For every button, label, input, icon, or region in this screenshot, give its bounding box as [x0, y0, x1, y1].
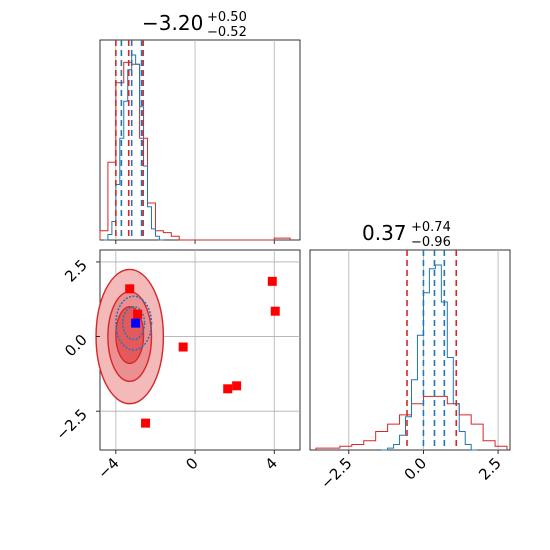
param1-title-median: −3.20 — [142, 11, 203, 35]
y-ticks: 2.5 0.0 −2.5 — [52, 256, 100, 444]
data-point-red — [267, 276, 277, 286]
histogram-panel-param2: −2.5 0.0 2.5 0.37 +0.74 −0.96 — [309, 220, 511, 493]
param2-title-plus: +0.74 — [411, 220, 451, 235]
x-tick-label: 2.5 — [475, 454, 505, 484]
y-tick-label: 0.0 — [61, 331, 91, 361]
quantile-lines — [406, 250, 458, 450]
y-tick-label: 2.5 — [61, 256, 91, 286]
x-tick-label: 4 — [262, 454, 281, 473]
param2-title-minus: −0.96 — [411, 235, 451, 250]
data-point-red — [125, 284, 135, 294]
truth-point-blue — [131, 318, 141, 328]
contour-blue — [122, 305, 146, 341]
x-tick-label: −2.5 — [317, 454, 355, 492]
histograms — [315, 264, 508, 451]
data-point-red — [223, 384, 233, 394]
param2-title-median: 0.37 — [362, 221, 407, 245]
histogram-panel-param1: −3.20 +0.50 −0.52 — [99, 10, 301, 244]
data-point-red — [141, 418, 151, 428]
x-tick-label: −4 — [94, 454, 122, 482]
x-ticks: −2.5 0.0 2.5 — [317, 450, 505, 493]
data-point-red — [133, 309, 143, 319]
x-ticks: −4 0 4 — [94, 450, 281, 482]
param1-title-minus: −0.52 — [207, 25, 247, 40]
markers — [125, 276, 280, 428]
x-tick-label: 0.0 — [401, 454, 431, 484]
contour-blue — [115, 295, 153, 351]
histogram-blue — [381, 264, 478, 451]
quantile-lines — [115, 40, 144, 240]
data-point-red — [178, 342, 188, 352]
x-tick-label: 0 — [182, 454, 201, 473]
data-point-red — [270, 306, 280, 316]
panel-frame — [309, 249, 511, 451]
data-point-red — [232, 381, 242, 391]
scatter-panel: −4 0 4 2.5 0.0 −2.5 — [52, 249, 301, 482]
param1-title-plus: +0.50 — [207, 10, 247, 25]
histogram-red — [99, 61, 291, 241]
y-tick-label: −2.5 — [52, 405, 90, 443]
panel-frame — [99, 39, 301, 241]
